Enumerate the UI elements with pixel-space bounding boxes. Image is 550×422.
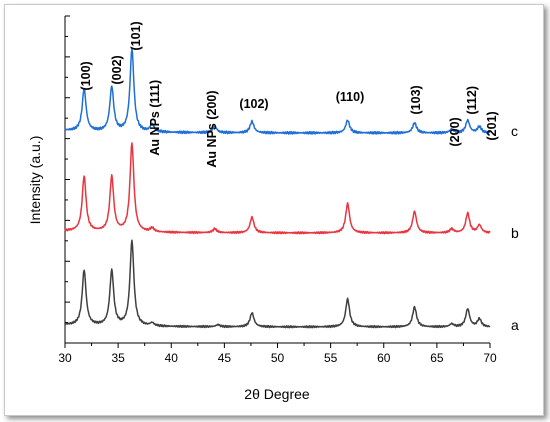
y-ticks [65, 15, 70, 344]
peak-label-4: Au NPs (200) [205, 90, 219, 167]
peak-annotations: (100) (002) (101) Au NPs (111) Au NPs (200) (… [79, 21, 499, 167]
series-label-b: b [511, 225, 519, 241]
x-tick-label-7: 65 [430, 351, 444, 365]
series-line-a [64, 239, 491, 329]
peak-label-1: (002) [110, 55, 124, 84]
peak-label-2: (101) [129, 21, 143, 50]
x-tick-label-4: 50 [271, 351, 285, 365]
y-axis-title: Intensity (a.u.) [27, 136, 43, 225]
x-axis-title: 2θ Degree [244, 386, 310, 402]
series-group [64, 48, 491, 329]
peak-label-8: (200) [448, 117, 462, 146]
x-ticks: 30 35 40 45 50 55 60 65 70 [58, 343, 497, 365]
series-label-a: a [511, 317, 519, 333]
x-tick-label-3: 45 [218, 351, 232, 365]
series-line-c [64, 48, 491, 135]
figure-frame [4, 4, 544, 416]
peak-label-6: (110) [336, 90, 365, 104]
peak-label-5: (102) [239, 97, 268, 111]
peak-label-10: (201) [485, 111, 499, 140]
x-tick-label-6: 60 [377, 351, 391, 365]
x-tick-label-0: 30 [58, 351, 72, 365]
peak-label-9: (112) [465, 86, 479, 115]
x-tick-label-5: 55 [324, 351, 338, 365]
peak-label-7: (103) [409, 85, 423, 114]
series-labels: a b c [511, 123, 519, 333]
x-tick-label-1: 35 [111, 351, 125, 365]
x-tick-label-8: 70 [483, 351, 497, 365]
peak-label-3: Au NPs (111) [148, 80, 162, 156]
x-tick-label-2: 40 [165, 351, 179, 365]
series-label-c: c [511, 123, 518, 139]
peak-label-0: (100) [79, 61, 93, 90]
series-line-b [64, 142, 491, 235]
